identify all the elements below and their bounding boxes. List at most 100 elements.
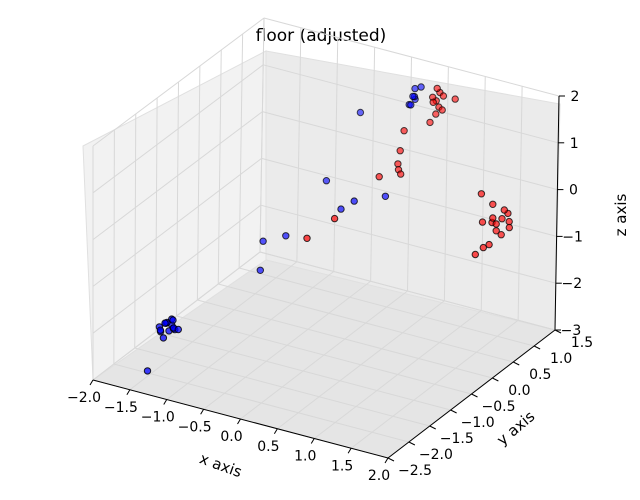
x-tick-label: −1.5 xyxy=(104,400,138,416)
grid-line xyxy=(238,33,244,269)
scatter-point xyxy=(492,227,500,235)
grid-line xyxy=(113,363,410,443)
x-tick-mark xyxy=(126,389,131,396)
grid-line xyxy=(296,27,302,262)
y-tick-mark xyxy=(492,377,499,382)
scatter-point xyxy=(356,108,365,117)
y-tick-label: −2.5 xyxy=(398,463,432,479)
grid-line xyxy=(262,111,558,191)
scatter-point xyxy=(439,92,448,100)
grid-line xyxy=(92,251,261,381)
y-tick-label: 0.0 xyxy=(508,383,530,399)
y-tick-label: 1.5 xyxy=(571,335,593,351)
scatter-point xyxy=(174,325,183,334)
grid-line xyxy=(134,347,430,427)
y-tick-mark xyxy=(533,345,541,350)
scatter-point xyxy=(161,319,169,327)
grid-line xyxy=(92,204,262,334)
z-tick-label: 2 xyxy=(571,89,580,105)
x-tick-label: 0.0 xyxy=(220,429,242,445)
scatter-point xyxy=(322,177,331,185)
scatter-point xyxy=(432,110,440,118)
scatter-point xyxy=(505,223,513,232)
x-tick-label: 1.0 xyxy=(294,449,316,465)
grid-line xyxy=(218,283,514,363)
grid-line xyxy=(92,17,265,147)
x-tick-mark xyxy=(89,379,94,386)
scatter-point xyxy=(409,92,417,101)
x-tick-label: 1.5 xyxy=(331,458,353,474)
scatter-point xyxy=(337,205,345,213)
scatter-point xyxy=(159,334,168,342)
z-tick-label: −1 xyxy=(562,229,583,245)
chart-title: floor (adjusted) xyxy=(256,26,387,46)
x-tick-mark xyxy=(200,408,205,415)
grid-line xyxy=(134,113,137,349)
grid-line xyxy=(176,315,472,395)
scatter-point xyxy=(330,214,339,223)
z-tick-label: 0 xyxy=(569,183,578,199)
scatter-point xyxy=(400,127,408,135)
scatter-point xyxy=(303,234,311,243)
y-tick-label: 0.5 xyxy=(529,367,551,383)
y-tick-label: −0.5 xyxy=(482,399,516,415)
grid-line xyxy=(259,251,556,331)
grid-line xyxy=(370,47,376,282)
scatter-point xyxy=(471,250,479,259)
grid-line xyxy=(155,331,451,411)
y-tick-label: 1.0 xyxy=(550,351,572,367)
y-tick-mark xyxy=(387,457,395,462)
grid-line xyxy=(217,49,222,285)
x-tick-label: −2.0 xyxy=(67,390,101,406)
grid-line xyxy=(260,204,556,284)
grid-line xyxy=(196,65,201,301)
x-tick-mark xyxy=(273,428,278,435)
z-tick-label: −2 xyxy=(561,276,582,292)
scatter-point xyxy=(497,231,505,239)
scatter-point xyxy=(417,83,425,91)
y-tick-mark xyxy=(429,425,436,430)
scatter-point xyxy=(143,367,152,375)
x-tick-mark xyxy=(347,447,352,454)
scatter-point xyxy=(407,101,415,109)
scatter-point xyxy=(429,98,437,107)
x-axis-label: x axis xyxy=(197,449,244,481)
scatter-point xyxy=(477,190,486,198)
y-tick-mark xyxy=(450,409,457,414)
grid-line xyxy=(92,111,263,240)
scatter-point xyxy=(411,84,419,93)
scatter-point xyxy=(375,173,383,181)
y-tick-mark xyxy=(513,361,520,366)
x-tick-mark xyxy=(237,418,241,425)
scatter-point xyxy=(282,232,290,240)
scatter-point xyxy=(489,214,497,222)
y-tick-mark xyxy=(471,393,478,398)
x-tick-mark xyxy=(310,438,315,444)
scatter-points xyxy=(143,83,513,375)
grid-line xyxy=(113,129,115,365)
grid-line xyxy=(259,17,265,253)
x-tick-label: −1.0 xyxy=(141,410,175,426)
x-tick-mark xyxy=(163,399,168,405)
scatter-point xyxy=(505,217,513,226)
grid-line xyxy=(263,17,560,97)
grid-line xyxy=(176,81,179,317)
x-tick-mark xyxy=(384,457,389,464)
axis-lines xyxy=(89,95,565,464)
scatter-point xyxy=(451,95,459,103)
grid-line xyxy=(238,267,535,347)
x-tick-label: 0.5 xyxy=(257,439,279,455)
scatter-point xyxy=(381,192,390,201)
y-tick-label: −1.0 xyxy=(461,415,495,431)
scatter-point xyxy=(498,215,506,223)
grid-line xyxy=(155,97,158,333)
y-tick-label: −2.0 xyxy=(419,447,453,463)
scatter-point xyxy=(492,220,500,228)
grid-line xyxy=(92,158,262,287)
scatter-point xyxy=(489,200,497,209)
scatter-point xyxy=(438,106,446,114)
x-tick-label: 2.0 xyxy=(368,468,390,484)
z-tick-labels: −3 −2 −1 0 1 2 xyxy=(561,89,583,339)
y-tick-mark xyxy=(408,441,416,446)
